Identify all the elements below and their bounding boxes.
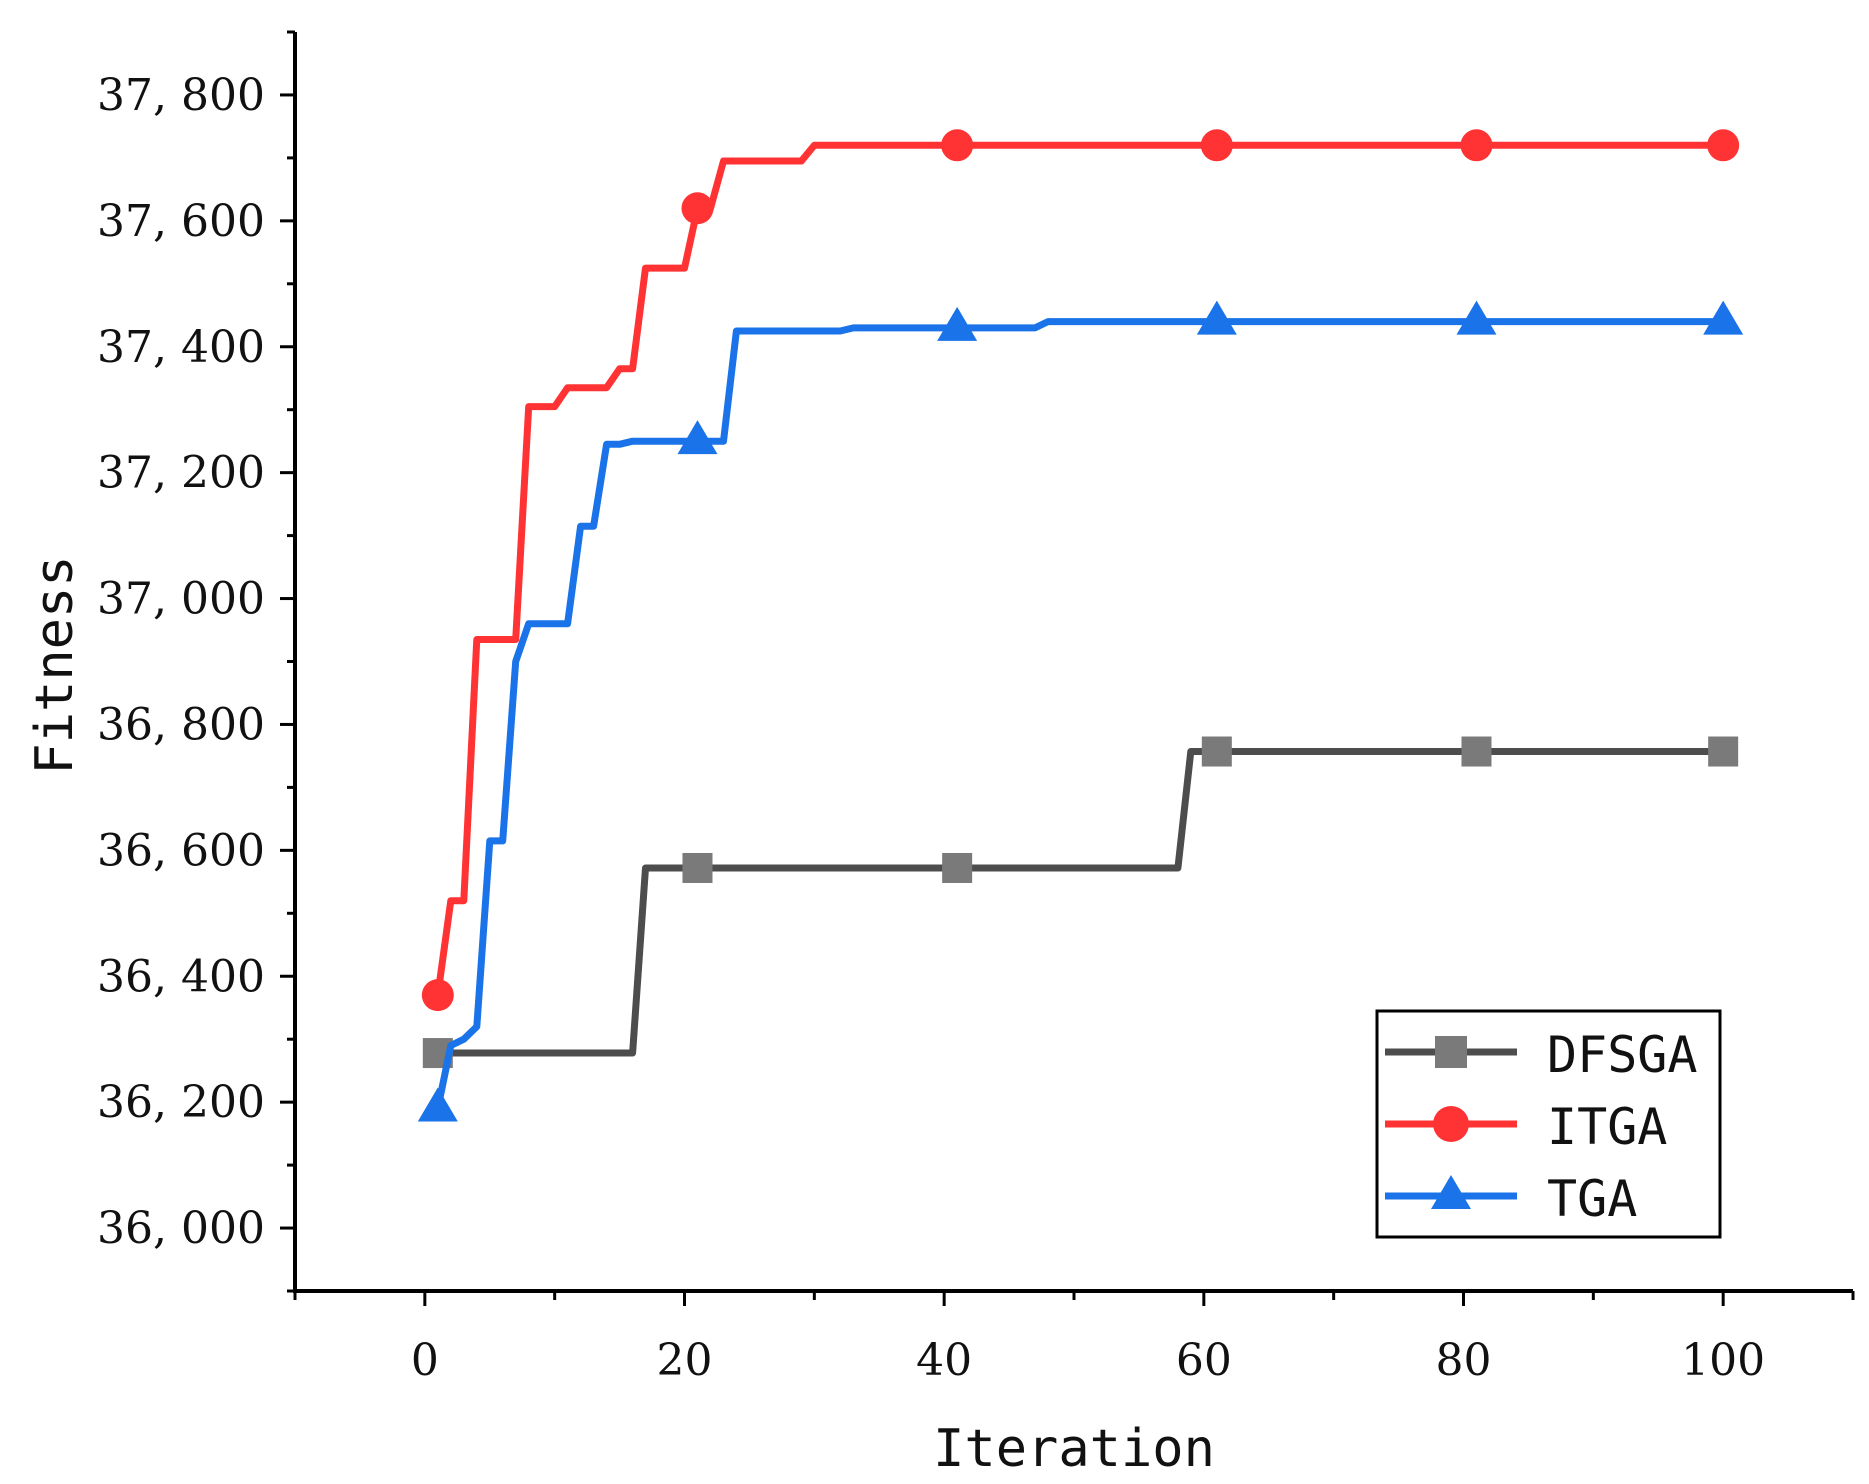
y-tick-label-36000: 36, 000 xyxy=(97,1203,265,1254)
series-line-itga xyxy=(434,141,1724,996)
series-layer xyxy=(417,129,1744,1122)
marker-tga-4 xyxy=(1456,300,1497,335)
marker-tga-2 xyxy=(937,306,978,341)
legend-marker-dfsga xyxy=(1435,1036,1467,1068)
legend-marker-itga xyxy=(1433,1106,1469,1142)
legend: DFSGA ITGA TGA xyxy=(1375,1009,1722,1239)
marker-dfsga-3 xyxy=(1201,736,1232,767)
x-tick-label-40: 40 xyxy=(916,1335,972,1386)
tick-layer: 36, 000 36, 200 36, 400 36, 600 36, 800 37, 0… xyxy=(97,30,1855,1386)
x-tick-label-60: 60 xyxy=(1176,1335,1232,1386)
marker-dfsga-1 xyxy=(682,852,713,883)
y-tick-label-36600: 36, 600 xyxy=(97,825,265,876)
y-tick-label-36800: 36, 800 xyxy=(97,699,265,750)
marker-itga-0 xyxy=(421,979,454,1012)
marker-tga-5 xyxy=(1703,300,1744,335)
legend-entry-dfsga: DFSGA xyxy=(1385,1026,1698,1084)
marker-dfsga-4 xyxy=(1461,736,1492,767)
marker-tga-1 xyxy=(677,420,718,455)
marker-itga-2 xyxy=(941,129,974,162)
x-tick-label-100: 100 xyxy=(1681,1335,1765,1386)
marker-tga-0 xyxy=(417,1087,458,1122)
marker-tga-3 xyxy=(1196,300,1237,335)
y-tick-label-37400: 37, 400 xyxy=(97,322,265,373)
x-tick-label-20: 20 xyxy=(657,1335,713,1386)
legend-label-dfsga: DFSGA xyxy=(1547,1026,1698,1084)
y-tick-label-37200: 37, 200 xyxy=(97,448,265,499)
x-axis-title: Iteration xyxy=(933,1419,1215,1479)
y-tick-label-37000: 37, 000 xyxy=(97,574,265,625)
y-tick-label-36400: 36, 400 xyxy=(97,951,265,1002)
marker-itga-4 xyxy=(1460,129,1493,162)
legend-label-itga: ITGA xyxy=(1547,1098,1667,1156)
x-tick-label-0: 0 xyxy=(411,1335,439,1386)
legend-label-tga: TGA xyxy=(1547,1170,1637,1228)
marker-itga-1 xyxy=(681,192,714,225)
legend-entry-itga: ITGA xyxy=(1385,1098,1667,1156)
y-tick-label-37800: 37, 800 xyxy=(97,70,265,121)
series-line-tga xyxy=(434,318,1724,1110)
marker-itga-3 xyxy=(1200,129,1233,162)
y-axis-title: Fitness xyxy=(25,555,85,774)
marker-dfsga-2 xyxy=(942,852,973,883)
marker-itga-5 xyxy=(1707,129,1740,162)
y-tick-label-37600: 37, 600 xyxy=(97,196,265,247)
y-tick-label-36200: 36, 200 xyxy=(97,1077,265,1128)
legend-marker-tga xyxy=(1431,1175,1471,1209)
x-tick-label-80: 80 xyxy=(1436,1335,1492,1386)
marker-dfsga-5 xyxy=(1708,736,1739,767)
legend-entry-tga: TGA xyxy=(1385,1170,1637,1228)
